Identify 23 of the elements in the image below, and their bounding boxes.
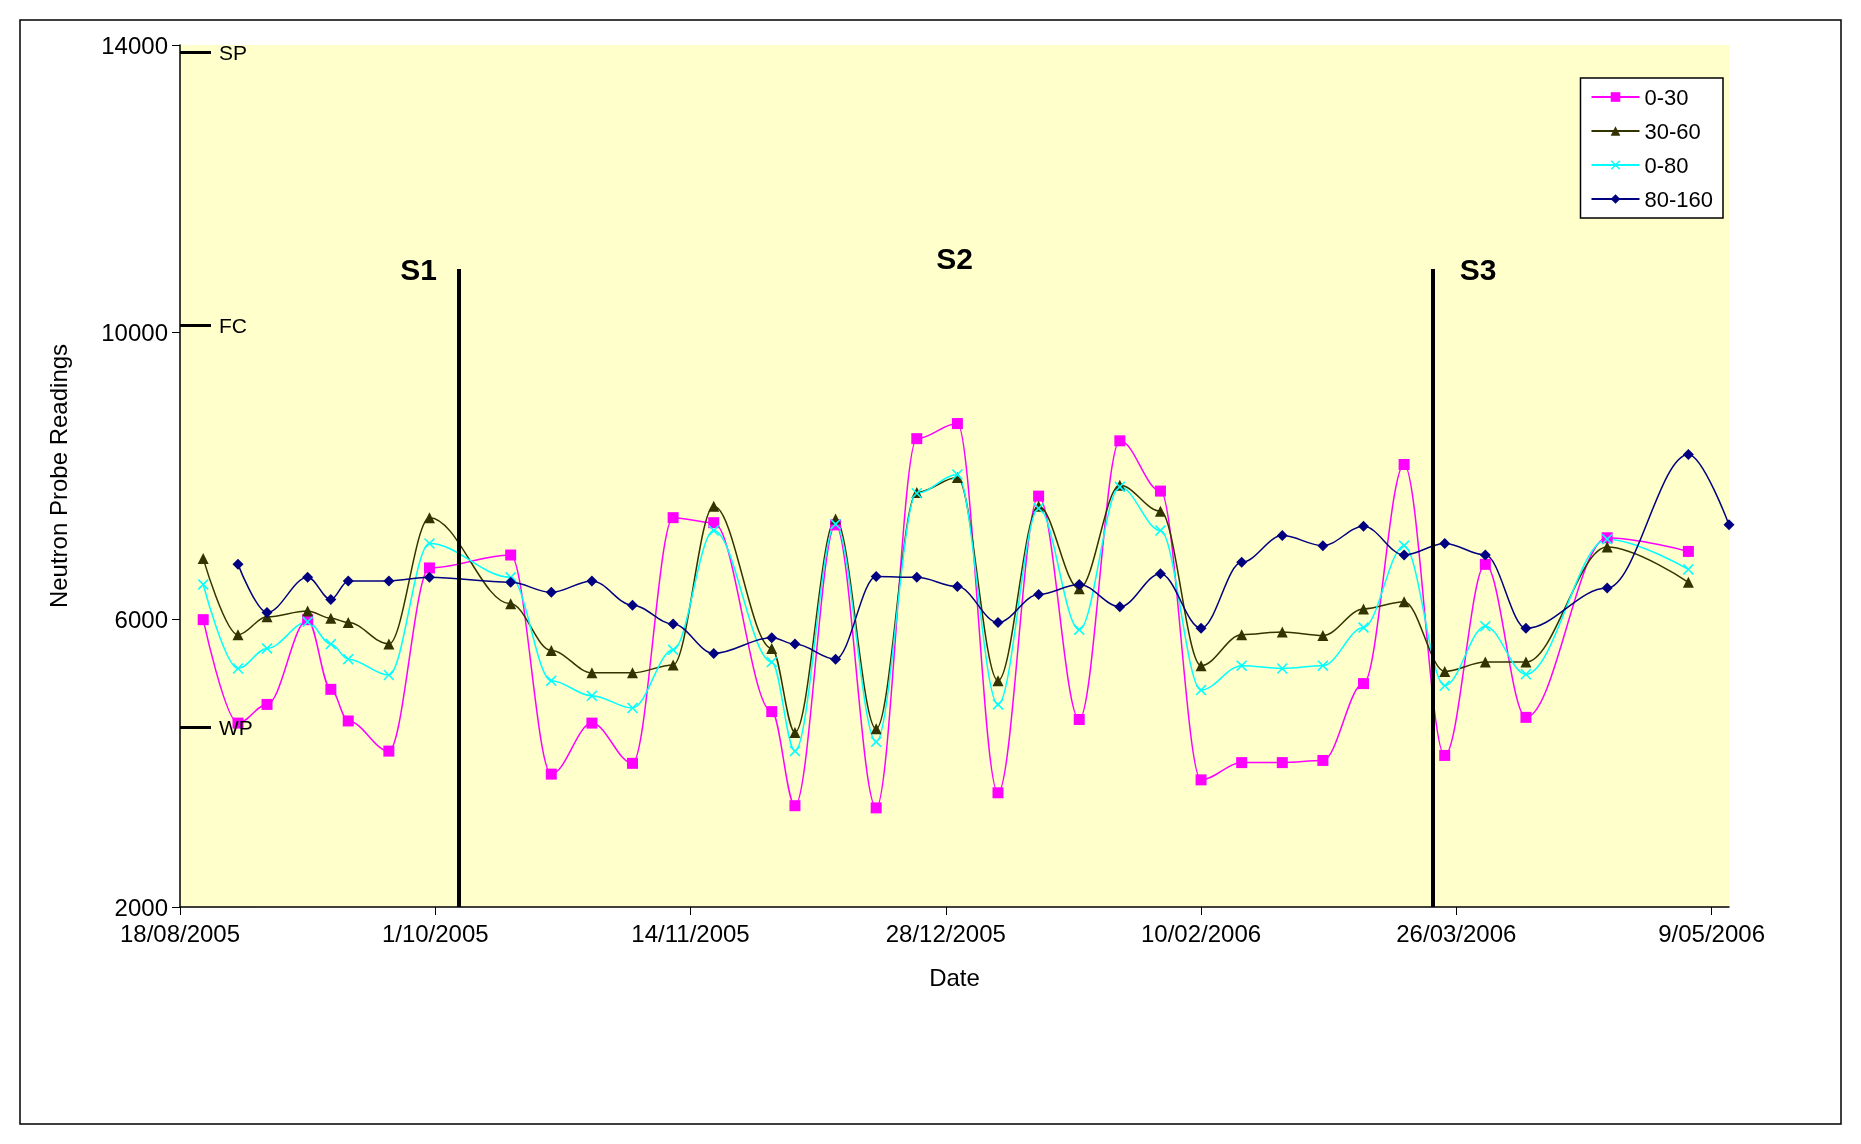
- y-tick-label: 2000: [114, 893, 168, 921]
- y-axis-title: Neutron Probe Readings: [44, 343, 72, 609]
- x-tick-label: 14/11/2005: [631, 919, 750, 947]
- x-tick-label: 1/10/2005: [381, 919, 489, 947]
- legend-label: 0-80: [1644, 152, 1689, 178]
- ref-line-label: S3: [1459, 252, 1497, 286]
- annotation: S2: [936, 241, 973, 275]
- y-tick-label: 10000: [101, 318, 168, 346]
- ref-line-label: FC: [218, 313, 247, 337]
- x-tick-label: 28/12/2005: [885, 919, 1006, 947]
- x-tick-label: 9/05/2006: [1658, 919, 1765, 947]
- x-tick-label: 18/08/2005: [119, 919, 241, 947]
- legend-label: 80-160: [1644, 186, 1714, 212]
- x-tick-label: 26/03/2006: [1396, 919, 1517, 947]
- ref-line-label: SP: [218, 40, 247, 64]
- x-axis-title: Date: [929, 963, 980, 991]
- ref-line-label: S1: [400, 252, 437, 286]
- y-tick-label: 6000: [114, 606, 168, 634]
- ref-line-label: WP: [218, 715, 253, 739]
- legend-label: 30-60: [1644, 118, 1701, 144]
- legend-label: 0-30: [1644, 84, 1689, 110]
- y-tick-label: 14000: [101, 31, 168, 59]
- x-tick-label: 10/02/2006: [1141, 919, 1262, 947]
